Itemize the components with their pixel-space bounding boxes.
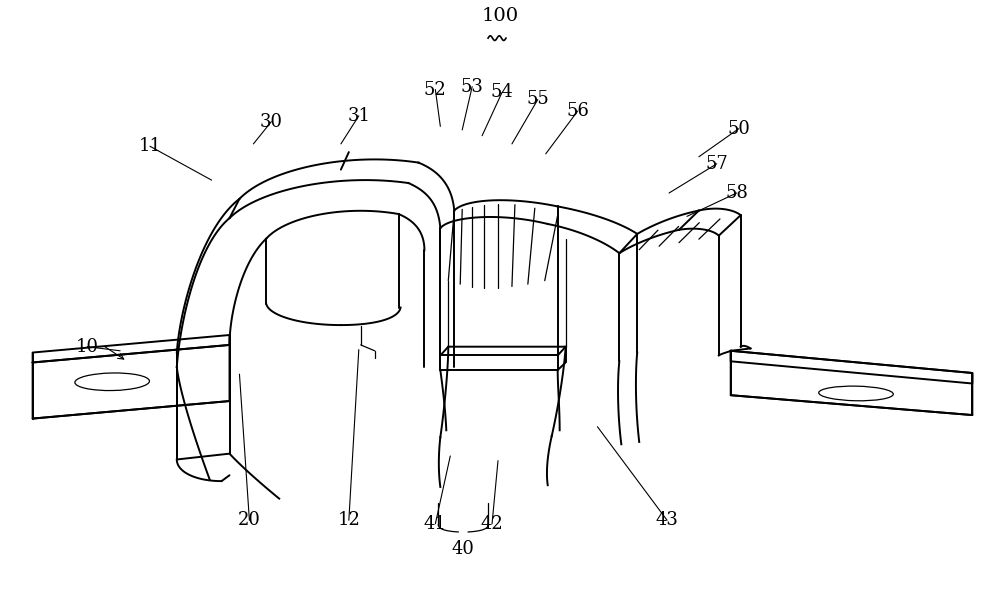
Text: 31: 31 (347, 107, 370, 125)
Text: 20: 20 (238, 511, 261, 529)
Text: 54: 54 (491, 83, 513, 101)
Text: 11: 11 (138, 137, 161, 155)
Text: 100: 100 (481, 7, 519, 25)
Text: 43: 43 (656, 511, 679, 529)
Text: 10: 10 (76, 337, 99, 356)
Text: 42: 42 (481, 515, 503, 533)
Text: 30: 30 (260, 112, 283, 131)
Text: 56: 56 (566, 102, 589, 120)
Text: 41: 41 (424, 515, 447, 533)
Text: 58: 58 (725, 184, 748, 202)
Text: 53: 53 (461, 78, 484, 96)
Text: 50: 50 (727, 120, 750, 138)
Text: 52: 52 (424, 81, 447, 98)
Text: 55: 55 (526, 91, 549, 108)
Text: 57: 57 (705, 155, 728, 173)
Text: 40: 40 (452, 540, 475, 558)
Text: 12: 12 (337, 511, 360, 529)
